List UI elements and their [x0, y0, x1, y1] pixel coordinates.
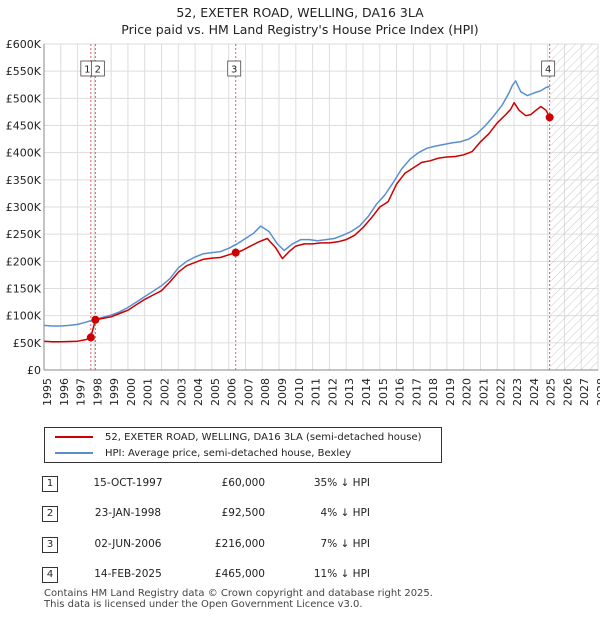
footer-line: Contains HM Land Registry data © Crown c… [44, 588, 433, 599]
transaction-number: 3 [42, 537, 58, 553]
x-tick-label: 2003 [175, 378, 188, 406]
transaction-price: £465,000 [214, 568, 265, 580]
x-tick-label: 2025 [545, 378, 558, 406]
sale-label-box [541, 60, 556, 77]
footer-attribution: Contains HM Land Registry data © Crown c… [44, 588, 433, 610]
y-tick-label: £200K [6, 255, 42, 268]
footer-line: This data is licensed under the Open Gov… [44, 599, 363, 610]
transaction-hpi-diff: 7% ↓ HPI [320, 538, 370, 550]
sale-marker [545, 113, 554, 122]
x-tick-label: 2001 [142, 378, 155, 406]
y-tick-label: £400K [6, 147, 42, 160]
y-tick-label: £600K [6, 38, 42, 51]
sale-marker [86, 333, 95, 342]
transaction-hpi-diff: 4% ↓ HPI [320, 507, 370, 519]
y-tick-label: £300K [6, 201, 42, 214]
property-series-line [43, 101, 551, 343]
y-tick-label: £250K [6, 228, 42, 241]
legend-label-property: 52, EXETER ROAD, WELLING, DA16 3LA (semi… [105, 431, 422, 443]
transaction-date: 23-JAN-1998 [94, 507, 162, 519]
x-tick-label: 2011 [310, 378, 323, 406]
x-tick-label: 1996 [58, 378, 71, 406]
transaction-price: £60,000 [221, 477, 265, 489]
sale-marker [231, 248, 240, 257]
sale-label: 2 [95, 65, 101, 76]
sale-label: 1 [84, 65, 90, 76]
transaction-date: 15-OCT-1997 [93, 477, 163, 489]
x-tick-label: 2008 [259, 378, 272, 406]
x-tick-label: 2014 [360, 378, 373, 406]
legend-item-property: 52, EXETER ROAD, WELLING, DA16 3LA (semi… [55, 430, 422, 444]
x-tick-label: 2013 [343, 378, 356, 406]
x-tick-label: 2024 [528, 378, 541, 406]
sale-label-box [227, 60, 242, 77]
x-tick-label: 2021 [477, 378, 490, 406]
transaction-row: 3 02-JUN-2006 £216,000 7% ↓ HPI [0, 536, 600, 556]
legend-swatch-hpi [55, 452, 93, 454]
sale-label-box [90, 60, 105, 77]
x-tick-label: 2019 [444, 378, 457, 406]
x-tick-label: 2028 [595, 378, 600, 406]
legend-label-hpi: HPI: Average price, semi-detached house,… [105, 447, 352, 459]
y-tick-label: £50K [13, 337, 42, 350]
x-tick-label: 2027 [578, 378, 591, 406]
x-tick-label: 2000 [125, 378, 138, 406]
x-tick-label: 1998 [91, 378, 104, 406]
transaction-number: 1 [42, 476, 58, 492]
y-tick-label: £150K [6, 283, 42, 296]
transaction-date: 02-JUN-2006 [94, 538, 162, 550]
x-tick-label: 2016 [394, 378, 407, 406]
x-tick-label: 1997 [75, 378, 88, 406]
x-tick-label: 2012 [326, 378, 339, 406]
transaction-row: 2 23-JAN-1998 £92,500 4% ↓ HPI [0, 505, 600, 525]
y-tick-label: £550K [6, 65, 42, 78]
chart-subtitle: Price paid vs. HM Land Registry's House … [121, 22, 479, 37]
transaction-row: 4 14-FEB-2025 £465,000 11% ↓ HPI [0, 566, 600, 586]
x-tick-label: 2002 [159, 378, 172, 406]
y-tick-label: £0 [27, 364, 41, 377]
transaction-hpi-diff: 11% ↓ HPI [313, 568, 370, 580]
y-tick-label: £100K [6, 310, 42, 323]
x-tick-label: 1999 [108, 378, 121, 406]
x-tick-label: 2026 [561, 378, 574, 406]
x-tick-label: 2015 [377, 378, 390, 406]
sale-label: 4 [545, 65, 551, 76]
y-tick-label: £500K [6, 92, 42, 105]
x-tick-label: 2009 [276, 378, 289, 406]
legend-item-hpi: HPI: Average price, semi-detached house,… [55, 446, 351, 460]
x-tick-label: 2018 [427, 378, 440, 406]
x-tick-label: 2020 [461, 378, 474, 406]
x-tick-label: 2023 [511, 378, 524, 406]
legend: 52, EXETER ROAD, WELLING, DA16 3LA (semi… [44, 427, 442, 463]
transaction-price: £92,500 [221, 507, 265, 519]
transaction-price: £216,000 [214, 538, 265, 550]
transaction-row: 1 15-OCT-1997 £60,000 35% ↓ HPI [0, 475, 600, 495]
x-tick-label: 2010 [293, 378, 306, 406]
sale-label: 3 [231, 65, 237, 76]
transaction-number: 2 [42, 506, 58, 522]
x-tick-label: 2017 [410, 378, 423, 406]
hpi-series-line [43, 80, 550, 327]
x-tick-label: 2022 [494, 378, 507, 406]
x-tick-label: 1995 [41, 378, 54, 406]
y-tick-label: £450K [6, 120, 42, 133]
x-tick-label: 2006 [226, 378, 239, 406]
y-tick-label: £350K [6, 174, 42, 187]
legend-swatch-property [55, 436, 93, 438]
x-tick-label: 2007 [242, 378, 255, 406]
x-tick-label: 2004 [192, 378, 205, 406]
transaction-number: 4 [42, 567, 58, 583]
sale-marker [91, 315, 100, 324]
x-tick-label: 2005 [209, 378, 222, 406]
transaction-date: 14-FEB-2025 [94, 568, 162, 580]
chart-title: 52, EXETER ROAD, WELLING, DA16 3LA [176, 5, 424, 20]
forecast-hatch [549, 44, 598, 370]
transaction-hpi-diff: 35% ↓ HPI [313, 477, 370, 489]
